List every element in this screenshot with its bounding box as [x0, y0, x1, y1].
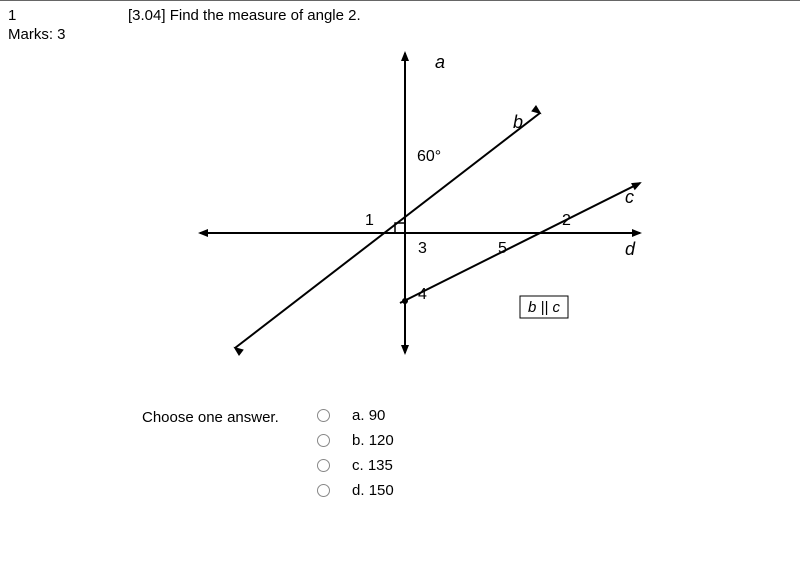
svg-text:3: 3	[418, 240, 427, 257]
answer-text: d. 150	[352, 482, 394, 499]
svg-text:60°: 60°	[417, 148, 441, 165]
radio-icon	[317, 484, 330, 497]
svg-text:4: 4	[418, 286, 427, 303]
question-header: 1 [3.04] Find the measure of angle 2.	[0, 1, 800, 24]
radio-icon	[317, 434, 330, 447]
svg-text:c: c	[625, 187, 634, 207]
svg-text:d: d	[625, 239, 636, 259]
question-prompt: Find the measure of angle 2.	[170, 7, 361, 24]
radio-icon	[317, 459, 330, 472]
answer-text: c. 135	[352, 457, 393, 474]
choose-one-label: Choose one answer.	[142, 407, 317, 426]
svg-text:2: 2	[562, 212, 571, 229]
question-code: [3.04]	[128, 7, 166, 24]
radio-icon	[317, 409, 330, 422]
svg-text:b || c: b || c	[528, 299, 560, 316]
svg-text:5: 5	[498, 240, 507, 257]
answers-section: Choose one answer. a. 90 b. 120 c. 135	[142, 407, 800, 499]
svg-text:1: 1	[365, 212, 374, 229]
svg-text:a: a	[435, 52, 445, 72]
question-number: 1	[8, 7, 128, 24]
answer-option-a[interactable]: a. 90	[317, 407, 394, 424]
answer-text: b. 120	[352, 432, 394, 449]
question-text: [3.04] Find the measure of angle 2.	[128, 7, 792, 24]
marks-label: Marks: 3	[0, 24, 800, 43]
answers-list: a. 90 b. 120 c. 135 d. 150	[317, 407, 394, 499]
answer-option-c[interactable]: c. 135	[317, 457, 394, 474]
answer-option-d[interactable]: d. 150	[317, 482, 394, 499]
geometry-diagram: a b c d 60° 1 2 3 4 5 b || c	[180, 43, 740, 393]
answer-option-b[interactable]: b. 120	[317, 432, 394, 449]
answer-text: a. 90	[352, 407, 385, 424]
svg-text:b: b	[513, 112, 523, 132]
